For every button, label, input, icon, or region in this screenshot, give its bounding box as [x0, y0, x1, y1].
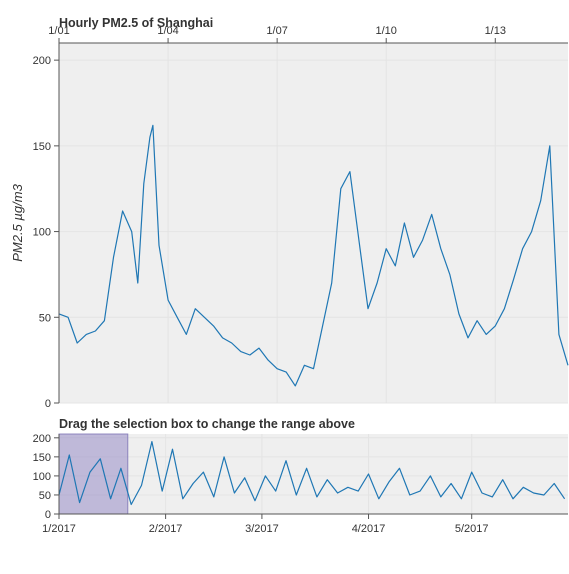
y-tick-label: 50: [39, 490, 51, 502]
overview-series: [58, 441, 566, 506]
x-tick-label: 3/2017: [245, 523, 279, 535]
main-chart: Hourly PM2.5 of Shanghai 0 50 100 150 200 1/0…: [10, 16, 569, 410]
main-plot-area[interactable]: [59, 43, 568, 403]
series-line-0: [58, 124, 569, 387]
main-y-axis-label: PM2.5 µg/m3: [10, 183, 25, 261]
x-tick-label: 1/01: [48, 25, 69, 37]
y-tick-label: 100: [33, 227, 51, 239]
x-tick-label: 5/2017: [455, 523, 489, 535]
range-selection-box[interactable]: [58, 433, 129, 515]
y-tick-label: 200: [33, 433, 51, 445]
x-tick-label: 1/04: [157, 25, 178, 37]
overview-chart: Drag the selection box to change the ran…: [33, 417, 568, 535]
x-tick-label: 1/10: [376, 25, 397, 37]
x-tick-label: 2/2017: [149, 523, 183, 535]
overview-plot-area[interactable]: [59, 434, 568, 514]
x-tick-label: 1/07: [266, 25, 287, 37]
overview-selection-layer: [58, 433, 129, 515]
y-tick-label: 100: [33, 471, 51, 483]
y-tick-label: 150: [33, 452, 51, 464]
y-tick-label: 50: [39, 312, 51, 324]
y-tick-label: 200: [33, 55, 51, 67]
overview-axes: 0 50 100 150 200 1/2017 2/2017 3/2017 4/2017 5/20…: [33, 433, 568, 535]
main-chart-title: Hourly PM2.5 of Shanghai: [59, 16, 213, 30]
x-tick-label: 1/2017: [42, 523, 76, 535]
x-tick-label: 4/2017: [352, 523, 386, 535]
series-line-0: [58, 441, 566, 506]
x-tick-label: 1/13: [485, 25, 506, 37]
y-tick-label: 150: [33, 141, 51, 153]
y-tick-label: 0: [45, 509, 51, 521]
overview-chart-title: Drag the selection box to change the ran…: [59, 417, 355, 431]
y-tick-label: 0: [45, 398, 51, 410]
main-series: [58, 124, 569, 387]
